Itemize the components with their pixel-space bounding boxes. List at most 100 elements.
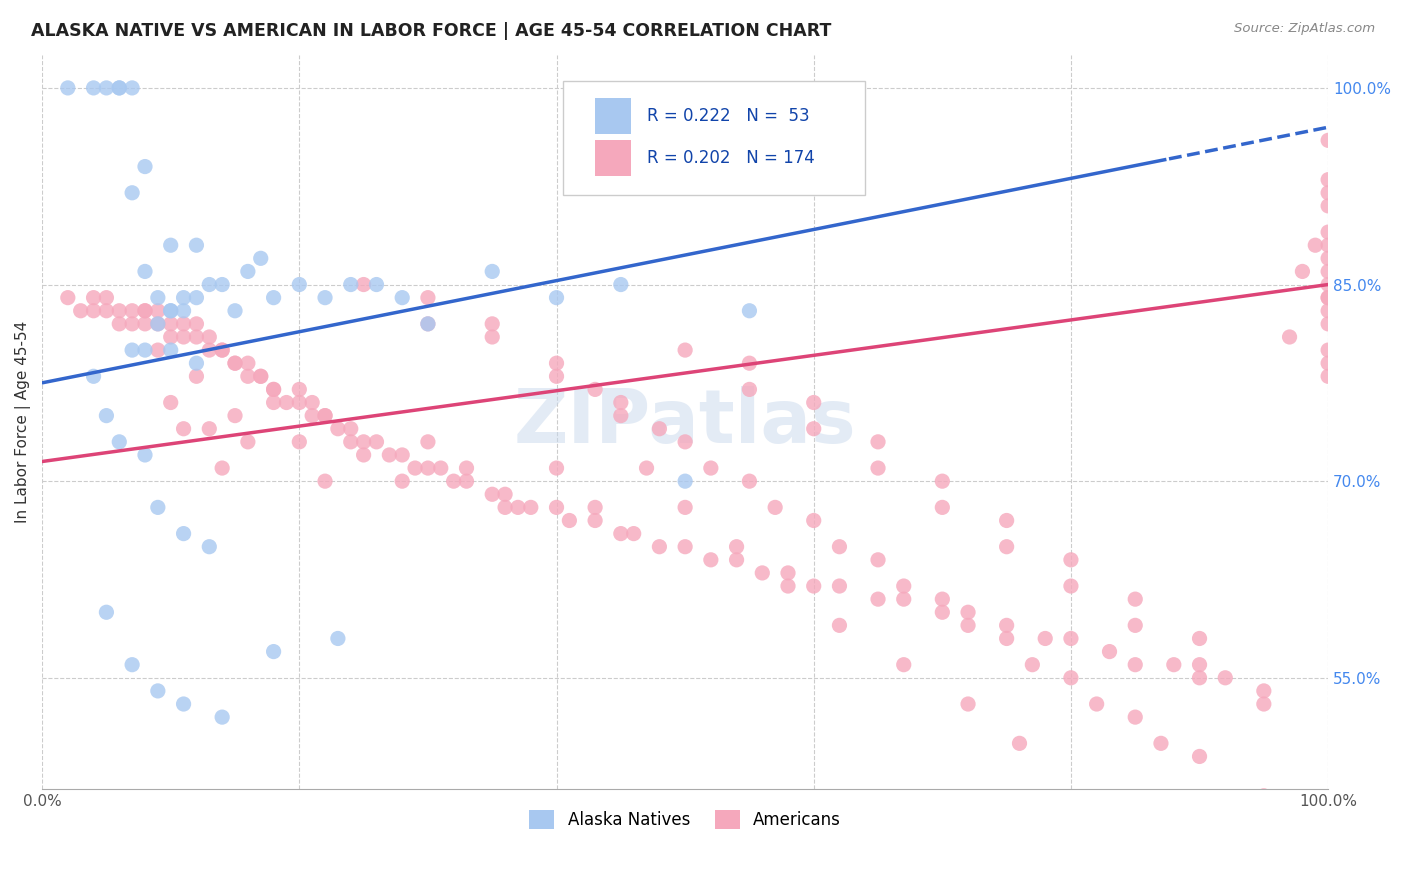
- Point: [1303, 238, 1326, 252]
- Point: [108, 81, 131, 95]
- Point: [1291, 264, 1313, 278]
- Point: [211, 277, 233, 292]
- Point: [288, 434, 311, 449]
- Point: [1317, 343, 1340, 357]
- Point: [146, 291, 169, 305]
- Point: [288, 277, 311, 292]
- Point: [429, 461, 451, 475]
- Point: [121, 81, 143, 95]
- Point: [353, 448, 375, 462]
- Y-axis label: In Labor Force | Age 45-54: In Labor Force | Age 45-54: [15, 321, 31, 524]
- Point: [1060, 632, 1083, 646]
- Point: [1188, 749, 1211, 764]
- Point: [121, 186, 143, 200]
- Point: [173, 330, 195, 344]
- Point: [121, 343, 143, 357]
- Point: [314, 409, 336, 423]
- Point: [1060, 553, 1083, 567]
- Point: [134, 303, 156, 318]
- Text: R = 0.222   N =  53: R = 0.222 N = 53: [647, 107, 810, 125]
- Point: [186, 317, 208, 331]
- FancyBboxPatch shape: [595, 98, 631, 134]
- Point: [134, 343, 156, 357]
- Point: [1253, 789, 1275, 803]
- Point: [236, 369, 259, 384]
- Point: [1085, 697, 1108, 711]
- Point: [108, 317, 131, 331]
- Point: [159, 303, 181, 318]
- Point: [134, 448, 156, 462]
- Point: [494, 500, 516, 515]
- Point: [159, 395, 181, 409]
- Point: [96, 291, 118, 305]
- Point: [751, 566, 773, 580]
- Point: [623, 526, 645, 541]
- Point: [1123, 592, 1146, 607]
- Point: [288, 395, 311, 409]
- Point: [263, 291, 285, 305]
- Point: [1317, 252, 1340, 266]
- Point: [738, 474, 761, 488]
- Point: [249, 369, 271, 384]
- Point: [803, 579, 825, 593]
- Point: [391, 448, 413, 462]
- Point: [803, 422, 825, 436]
- Point: [301, 395, 323, 409]
- Point: [96, 81, 118, 95]
- Point: [828, 579, 851, 593]
- Point: [1123, 710, 1146, 724]
- Point: [108, 81, 131, 95]
- Point: [121, 657, 143, 672]
- Point: [648, 540, 671, 554]
- Point: [700, 461, 723, 475]
- Point: [957, 618, 980, 632]
- Text: R = 0.202   N = 174: R = 0.202 N = 174: [647, 149, 814, 167]
- Point: [957, 697, 980, 711]
- Point: [198, 277, 221, 292]
- Point: [610, 277, 633, 292]
- Point: [546, 369, 568, 384]
- Point: [224, 356, 246, 370]
- Text: Source: ZipAtlas.com: Source: ZipAtlas.com: [1234, 22, 1375, 36]
- Point: [673, 434, 696, 449]
- Point: [456, 474, 478, 488]
- Point: [173, 317, 195, 331]
- Point: [738, 356, 761, 370]
- Point: [416, 434, 439, 449]
- Point: [610, 526, 633, 541]
- Point: [481, 317, 503, 331]
- Point: [546, 500, 568, 515]
- Point: [648, 422, 671, 436]
- Point: [186, 369, 208, 384]
- Point: [995, 632, 1018, 646]
- Point: [366, 277, 388, 292]
- Point: [931, 592, 953, 607]
- Point: [96, 605, 118, 619]
- Point: [249, 369, 271, 384]
- Point: [893, 579, 915, 593]
- Point: [995, 514, 1018, 528]
- Point: [1253, 697, 1275, 711]
- Point: [1317, 303, 1340, 318]
- Point: [186, 291, 208, 305]
- FancyBboxPatch shape: [595, 140, 631, 176]
- Point: [1317, 277, 1340, 292]
- Point: [931, 500, 953, 515]
- Point: [134, 317, 156, 331]
- Point: [1317, 291, 1340, 305]
- Point: [134, 264, 156, 278]
- Point: [1253, 684, 1275, 698]
- Point: [763, 500, 786, 515]
- Point: [481, 487, 503, 501]
- Point: [198, 343, 221, 357]
- Point: [378, 448, 401, 462]
- Point: [121, 303, 143, 318]
- Point: [186, 330, 208, 344]
- Point: [263, 395, 285, 409]
- Point: [173, 291, 195, 305]
- Point: [198, 330, 221, 344]
- Point: [1188, 632, 1211, 646]
- Point: [803, 395, 825, 409]
- Point: [610, 409, 633, 423]
- Point: [236, 264, 259, 278]
